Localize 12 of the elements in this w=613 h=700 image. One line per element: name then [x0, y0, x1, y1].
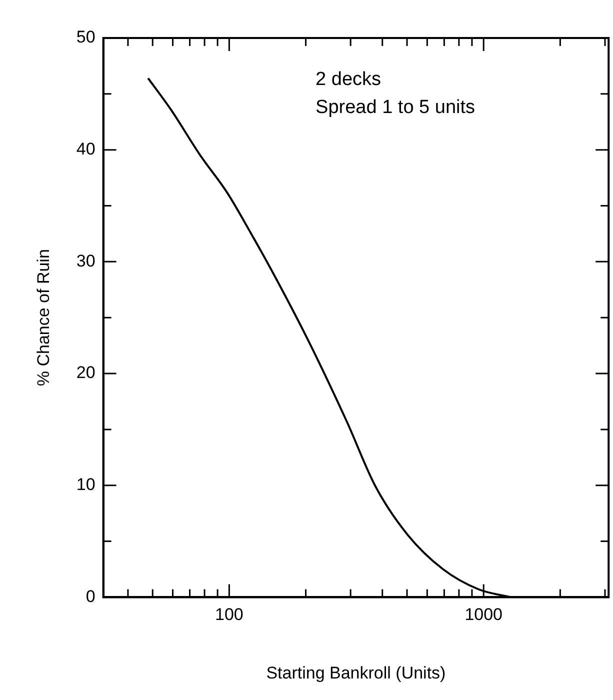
y-tick-label: 10	[76, 475, 96, 494]
x-tick-label: 1000	[464, 605, 503, 624]
y-axis-title: % Chance of Ruin	[34, 249, 53, 386]
y-tick-label: 40	[76, 140, 96, 159]
y-tick-label: 50	[76, 28, 96, 47]
y-tick-label: 0	[86, 586, 96, 606]
x-tick-label: 100	[215, 605, 244, 624]
x-axis-title: Starting Bankroll (Units)	[266, 663, 446, 682]
y-tick-label: 20	[76, 363, 96, 382]
annotation: Spread 1 to 5 units	[316, 97, 476, 118]
y-tick-label: 30	[76, 251, 96, 270]
annotation: 2 decks	[316, 69, 382, 90]
